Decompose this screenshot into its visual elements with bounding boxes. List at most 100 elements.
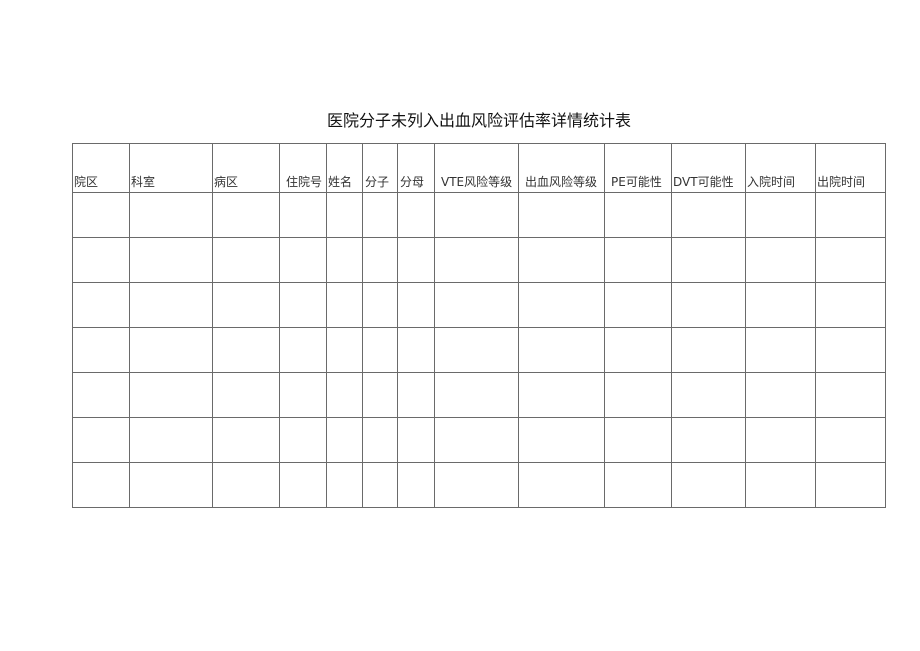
table-cell xyxy=(326,282,363,328)
table-cell xyxy=(604,237,672,283)
table-cell xyxy=(745,282,816,328)
table-cell xyxy=(129,282,213,328)
table-cell xyxy=(212,462,280,508)
header-cell: 出院时间 xyxy=(815,143,886,193)
table-cell xyxy=(362,192,398,238)
table-cell xyxy=(72,282,130,328)
table-cell xyxy=(129,417,213,463)
table-row xyxy=(72,372,886,418)
table-cell xyxy=(745,192,816,238)
table-cell xyxy=(326,372,363,418)
statistics-table: 院区 科室 病区 住院号 姓名 分子 分母 VTE风险等级 出血风险等级 PE可… xyxy=(72,143,886,508)
table-cell xyxy=(72,327,130,373)
table-cell xyxy=(671,192,746,238)
table-row xyxy=(72,282,886,328)
table-cell xyxy=(604,282,672,328)
table-cell xyxy=(434,372,519,418)
header-cell: 科室 xyxy=(129,143,213,193)
table-cell xyxy=(129,237,213,283)
table-cell xyxy=(671,282,746,328)
table-cell xyxy=(362,237,398,283)
table-cell xyxy=(397,192,435,238)
table-cell xyxy=(434,192,519,238)
table-cell xyxy=(72,462,130,508)
table-cell xyxy=(397,237,435,283)
table-cell xyxy=(671,462,746,508)
table-cell xyxy=(815,192,886,238)
table-cell xyxy=(279,237,327,283)
table-cell xyxy=(815,327,886,373)
table-row xyxy=(72,327,886,373)
table-cell xyxy=(604,192,672,238)
header-cell: 出血风险等级 xyxy=(518,143,605,193)
table-cell xyxy=(212,192,280,238)
table-cell xyxy=(397,282,435,328)
table-cell xyxy=(326,192,363,238)
table-cell xyxy=(362,282,398,328)
table-row xyxy=(72,237,886,283)
table-cell xyxy=(518,327,605,373)
table-cell xyxy=(212,417,280,463)
table-cell xyxy=(326,417,363,463)
table-cell xyxy=(362,462,398,508)
header-cell: 院区 xyxy=(72,143,130,193)
table-cell xyxy=(518,237,605,283)
table-cell xyxy=(397,327,435,373)
table-row xyxy=(72,462,886,508)
table-cell xyxy=(212,282,280,328)
table-cell xyxy=(815,282,886,328)
table-cell xyxy=(434,417,519,463)
table-cell xyxy=(362,372,398,418)
header-cell: VTE风险等级 xyxy=(434,143,519,193)
table-cell xyxy=(518,372,605,418)
table-cell xyxy=(815,237,886,283)
table-cell xyxy=(279,327,327,373)
table-cell xyxy=(279,192,327,238)
table-cell xyxy=(671,327,746,373)
header-cell: 入院时间 xyxy=(745,143,816,193)
table-cell xyxy=(72,417,130,463)
header-cell: 分母 xyxy=(397,143,435,193)
table-cell xyxy=(326,462,363,508)
header-cell: 住院号 xyxy=(279,143,327,193)
table-cell xyxy=(671,372,746,418)
table-cell xyxy=(362,417,398,463)
table-cell xyxy=(745,327,816,373)
header-cell: 病区 xyxy=(212,143,280,193)
table-cell xyxy=(434,462,519,508)
table-cell xyxy=(326,237,363,283)
table-cell xyxy=(518,192,605,238)
table-cell xyxy=(518,282,605,328)
table-cell xyxy=(604,417,672,463)
table-cell xyxy=(745,237,816,283)
table-cell xyxy=(72,372,130,418)
table-cell xyxy=(326,327,363,373)
table-cell xyxy=(129,192,213,238)
table-cell xyxy=(518,417,605,463)
table-cell xyxy=(212,237,280,283)
table-cell xyxy=(279,282,327,328)
table-cell xyxy=(362,327,398,373)
table-cell xyxy=(212,372,280,418)
document-title: 医院分子未列入出血风险评估率详情统计表 xyxy=(326,111,631,130)
table-cell xyxy=(129,327,213,373)
table-cell xyxy=(397,372,435,418)
table-header-row: 院区 科室 病区 住院号 姓名 分子 分母 VTE风险等级 出血风险等级 PE可… xyxy=(72,143,886,193)
table-cell xyxy=(72,192,130,238)
table-cell xyxy=(815,372,886,418)
table-cell xyxy=(815,462,886,508)
table-cell xyxy=(434,327,519,373)
table-cell xyxy=(745,372,816,418)
table-cell xyxy=(604,462,672,508)
table-cell xyxy=(518,462,605,508)
table-cell xyxy=(671,237,746,283)
table-row xyxy=(72,417,886,463)
table-cell xyxy=(671,417,746,463)
table-cell xyxy=(279,372,327,418)
table-cell xyxy=(604,372,672,418)
table-cell xyxy=(434,282,519,328)
table-cell xyxy=(279,462,327,508)
header-cell: PE可能性 xyxy=(604,143,672,193)
table-cell xyxy=(212,327,280,373)
table-cell xyxy=(72,237,130,283)
